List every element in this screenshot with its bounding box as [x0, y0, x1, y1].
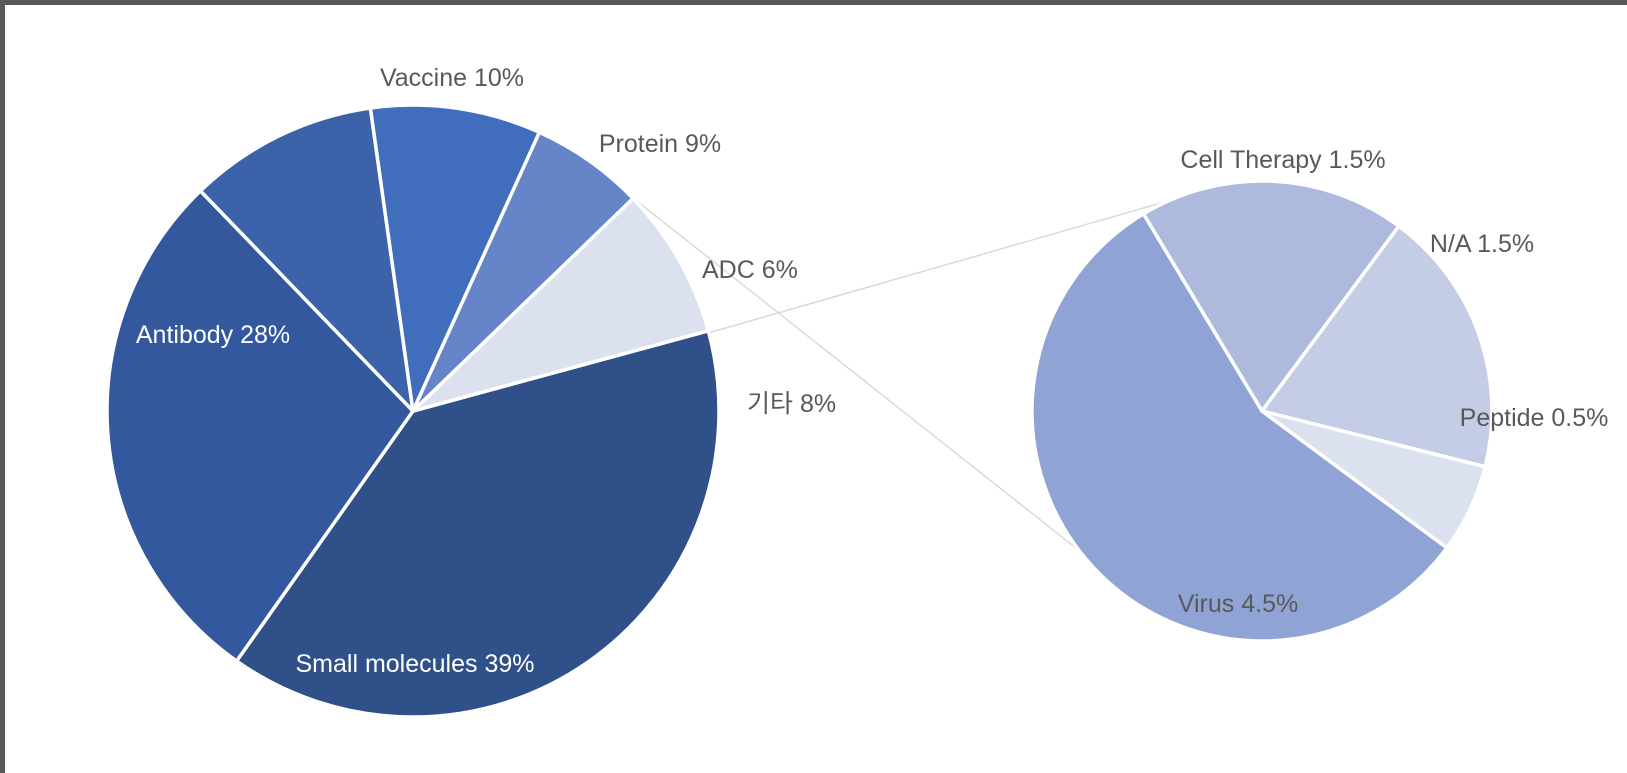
main-slice-label-5: 기타 8%: [747, 390, 836, 418]
main-slice-label-0: Small molecules 39%: [296, 650, 535, 678]
secondary-pie: [1030, 179, 1494, 643]
main-slice-label-2: Vaccine 10%: [380, 64, 524, 92]
secondary-slice-label-3: Peptide 0.5%: [1460, 404, 1609, 432]
secondary-slice-2: [1260, 224, 1494, 469]
main-slice-0: [234, 329, 721, 719]
secondary-slice-label-1: Cell Therapy 1.5%: [1180, 146, 1385, 174]
main-slice-label-3: Protein 9%: [599, 130, 721, 158]
secondary-slice-label-2: N/A 1.5%: [1430, 230, 1534, 258]
main-slice-label-4: ADC 6%: [702, 256, 798, 284]
secondary-slice-3: [1260, 409, 1487, 550]
secondary-slice-label-0: Virus 4.5%: [1178, 590, 1298, 618]
main-slice-3: [368, 103, 542, 413]
connector-top: [708, 200, 1169, 334]
main-slice-1: [105, 189, 415, 663]
main-slice-label-1: Antibody 28%: [136, 321, 290, 349]
main-slice-5: [411, 196, 711, 413]
main-slice-2: [198, 106, 415, 413]
main-pie: [105, 103, 721, 719]
secondary-slice-1: [1141, 179, 1401, 413]
secondary-slice-0: [1030, 212, 1449, 643]
data-labels: Small molecules 39% Antibody 28% Vaccine 1…: [136, 64, 1609, 678]
